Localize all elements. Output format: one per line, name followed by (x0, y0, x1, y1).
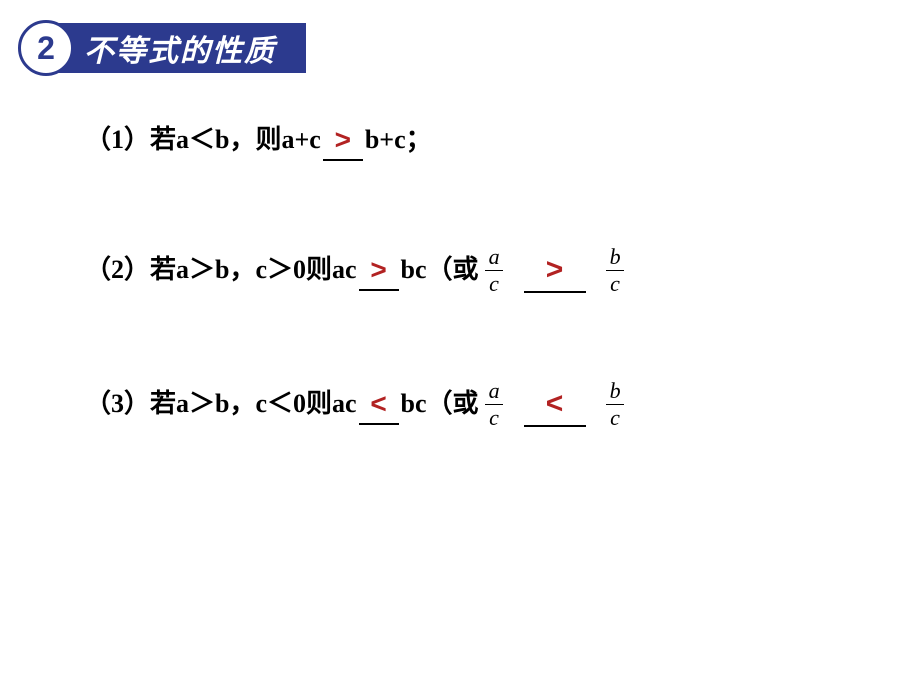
section-title: 不等式的性质 (46, 23, 306, 73)
fraction-b-over-c: b c (606, 380, 625, 429)
answer-blank: > (359, 250, 399, 291)
section-number-badge: 2 (18, 20, 74, 76)
fraction-a-over-c: a c (485, 246, 504, 295)
property-line-3: （3）若a＞b，c＜0则ac < bc（或 a c < b c (85, 380, 845, 429)
fraction-denominator: c (606, 404, 624, 429)
fraction-denominator: c (606, 270, 624, 295)
text-segment: （3）若a＞b，c＜0则ac (85, 386, 357, 422)
text-segment: bc（或 (401, 252, 479, 288)
answer-blank: < (359, 384, 399, 425)
text-segment: bc（或 (401, 386, 479, 422)
property-line-2: （2）若a＞b，c＞0则ac > bc（或 a c > b c (85, 246, 845, 295)
fraction-denominator: c (485, 404, 503, 429)
property-line-1: （1）若a＜b，则a+c > b+c； (85, 120, 845, 161)
fraction-a-over-c: a c (485, 380, 504, 429)
text-segment: b+c； (365, 122, 432, 158)
fraction-numerator: a (485, 246, 504, 270)
fraction-denominator: c (485, 270, 503, 295)
answer-blank: > (524, 249, 586, 293)
section-header: 2 不等式的性质 (18, 20, 306, 76)
fraction-b-over-c: b c (606, 246, 625, 295)
fraction-numerator: b (606, 246, 625, 270)
text-segment: （2）若a＞b，c＞0则ac (85, 252, 357, 288)
fraction-numerator: b (606, 380, 625, 404)
answer-blank: < (524, 383, 586, 427)
content-area: （1）若a＜b，则a+c > b+c； （2）若a＞b，c＞0则ac > bc（… (85, 120, 845, 514)
text-segment: （1）若a＜b，则a+c (85, 122, 321, 158)
fraction-numerator: a (485, 380, 504, 404)
answer-blank: > (323, 120, 363, 161)
